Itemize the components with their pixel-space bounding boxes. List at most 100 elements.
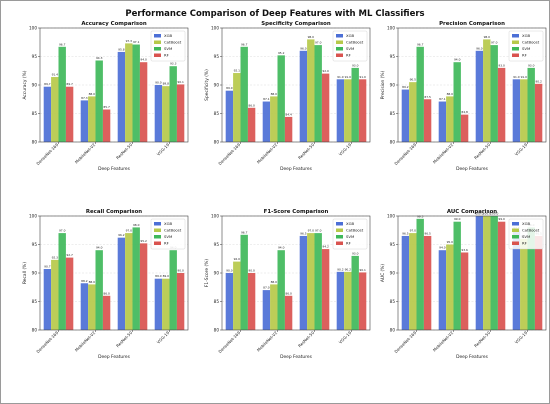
data-label: 95.8 [118,47,125,51]
bar-xgb-3 [475,216,484,330]
bar-rf-2 [102,295,111,330]
y-tick-label: 95 [32,54,38,59]
data-label: 90.1 [359,268,366,272]
bar-xgb-2 [80,283,89,330]
bar-xgb-4 [336,271,345,330]
chart-title: Accuracy Comparison [81,21,146,27]
data-label: 87.1 [263,97,270,101]
bar-xgb-4 [154,85,163,142]
legend-entry: SVM [522,234,530,239]
legend-swatch-xgb [512,222,519,226]
data-label: 93.0 [528,63,535,67]
bar-rf-3 [139,243,148,330]
y-tick-label: 95 [390,242,396,247]
bar-xgb-1 [401,235,410,330]
data-label: 84.4 [285,112,292,116]
bar-svm-2 [95,60,103,142]
data-label: 94.0 [454,58,461,62]
bar-svm-4 [351,255,359,330]
y-tick-label: 100 [211,214,219,219]
bar-rf-4 [534,83,543,142]
data-label: 99.0 [498,217,505,221]
bar-svm-4 [351,67,359,142]
data-label: 98.0 [133,223,140,227]
legend-entry: CatBoost [522,40,540,45]
data-label: 96.0 [476,46,483,50]
y-axis-label: Recall (%) [22,262,28,284]
legend-swatch-rf [512,53,519,57]
x-tick-label: VGG-19 [338,142,353,157]
bar-catboost-2 [88,284,96,330]
data-label: 95.0 [447,240,454,244]
bar-xgb-1 [43,86,52,142]
data-label: 96.0 [300,46,307,50]
data-label: 92.7 [66,253,73,257]
data-label: 90.7 [44,265,51,269]
chart-panel-2: 80 85 90 95 100 89.0 92.1 96.7 86.0 DenseNet-169 8… [204,21,371,172]
x-axis-label: Deep Features [456,354,489,360]
legend-entry: RF [522,241,527,246]
x-tick-label: DenseNet-169 [393,330,417,354]
bar-rf-1 [423,99,432,142]
bar-catboost-3 [125,43,133,142]
x-axis-label: Deep Features [280,354,313,360]
data-label: 86.0 [248,103,255,107]
data-label: 90.2 [337,267,344,271]
bar-xgb-3 [117,51,126,142]
axes-frame [221,27,371,143]
bar-catboost-4 [520,79,528,142]
bar-svm-2 [453,221,461,330]
data-label: 98.0 [308,35,315,39]
bar-xgb-2 [80,100,89,142]
legend-swatch-svm [154,47,161,51]
bar-catboost-2 [446,244,454,330]
x-tick-label: DenseNet-169 [35,142,59,166]
y-tick-label: 90 [390,83,396,88]
chart-panel-1: 80 85 90 95 100 89.7 91.4 96.7 89.7 DenseNet-169 8… [22,21,189,172]
legend-swatch-rf [336,53,343,57]
bar-catboost-3 [307,233,315,330]
y-tick-label: 100 [29,26,37,31]
bar-catboost-2 [88,96,96,142]
data-label: 89.7 [44,82,51,86]
y-tick-label: 80 [214,328,220,333]
data-label: 90.5 [410,78,417,82]
chart-title: Precision Comparison [439,21,505,27]
x-tick-label: ResNet-50 [115,142,133,160]
bar-xgb-1 [43,269,52,330]
legend-swatch-xgb [336,34,343,38]
bar-svm-2 [95,250,103,330]
chart-panel-6: 8085909510096.597.099.596.5DenseNet-1699… [380,209,547,360]
bar-catboost-1 [233,73,241,142]
y-axis-label: F1-Score (%) [204,259,210,287]
data-label: 94.0 [439,246,446,250]
legend-swatch-xgb [154,34,161,38]
bar-xgb-3 [299,50,308,142]
x-tick-label: VGG-19 [338,330,353,345]
data-label: 96.5 [402,231,409,235]
y-tick-label: 95 [214,54,220,59]
bar-xgb-1 [225,90,234,142]
data-label: 91.0 [337,75,344,79]
x-tick-label: DenseNet-169 [35,330,59,354]
data-label: 89.8 [163,82,170,86]
axes-frame [39,27,189,143]
data-label: 90.0 [155,81,162,85]
bar-catboost-3 [483,216,491,330]
chart-title: F1-Score Comparison [264,209,329,215]
x-tick-label: MobileNet-V2 [432,330,455,353]
bar-xgb-3 [117,237,126,330]
x-tick-label: DenseNet-169 [217,330,241,354]
y-tick-label: 85 [214,111,220,116]
legend-swatch-svm [512,47,519,51]
x-tick-label: ResNet-50 [297,142,315,160]
bar-rf-2 [102,109,111,142]
axes-frame [397,215,547,331]
y-tick-label: 80 [214,140,220,145]
x-axis-label: Deep Features [98,166,131,172]
x-tick-label: ResNet-50 [473,142,491,160]
x-tick-label: DenseNet-169 [393,142,417,166]
